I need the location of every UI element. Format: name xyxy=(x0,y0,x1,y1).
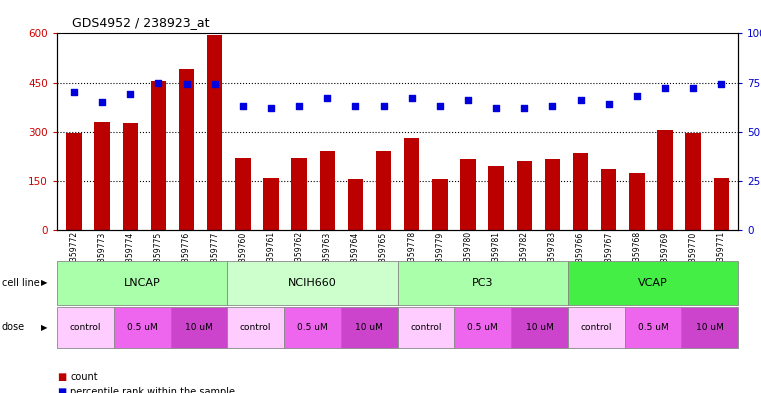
Point xyxy=(321,95,333,101)
Bar xyxy=(517,161,532,230)
Bar xyxy=(320,151,335,230)
Text: cell line: cell line xyxy=(2,278,40,288)
Text: VCAP: VCAP xyxy=(638,278,668,288)
Point xyxy=(293,103,305,109)
Bar xyxy=(376,151,391,230)
Point xyxy=(603,101,615,107)
Point xyxy=(68,89,80,95)
Text: control: control xyxy=(70,323,101,332)
Point xyxy=(96,99,108,105)
Bar xyxy=(123,123,138,230)
Point xyxy=(715,81,728,88)
Text: PC3: PC3 xyxy=(472,278,494,288)
Point xyxy=(434,103,446,109)
Bar xyxy=(179,70,194,230)
Bar xyxy=(432,179,447,230)
Point xyxy=(490,105,502,111)
Point xyxy=(659,85,671,92)
Text: dose: dose xyxy=(2,322,24,332)
Text: NCIH660: NCIH660 xyxy=(288,278,337,288)
Point xyxy=(406,95,418,101)
Point xyxy=(124,91,136,97)
Text: ▶: ▶ xyxy=(41,279,47,287)
Bar xyxy=(489,166,504,230)
Point xyxy=(209,81,221,88)
Text: 0.5 uM: 0.5 uM xyxy=(297,323,328,332)
Bar xyxy=(629,173,645,230)
Text: ■: ■ xyxy=(57,372,66,382)
Bar xyxy=(658,130,673,230)
Bar xyxy=(404,138,419,230)
Text: GDS4952 / 238923_at: GDS4952 / 238923_at xyxy=(72,17,210,29)
Bar xyxy=(545,160,560,230)
Point xyxy=(377,103,390,109)
Text: 0.5 uM: 0.5 uM xyxy=(638,323,668,332)
Text: 0.5 uM: 0.5 uM xyxy=(467,323,498,332)
Bar xyxy=(348,179,363,230)
Text: count: count xyxy=(70,372,97,382)
Bar xyxy=(460,160,476,230)
Text: ▶: ▶ xyxy=(41,323,47,332)
Point xyxy=(687,85,699,92)
Point xyxy=(546,103,559,109)
Text: control: control xyxy=(581,323,612,332)
Text: control: control xyxy=(240,323,272,332)
Point xyxy=(631,93,643,99)
Point xyxy=(575,97,587,103)
Bar xyxy=(207,35,222,230)
Bar xyxy=(94,122,110,230)
Bar xyxy=(263,178,279,230)
Text: 10 uM: 10 uM xyxy=(696,323,724,332)
Text: 10 uM: 10 uM xyxy=(185,323,213,332)
Point xyxy=(180,81,193,88)
Point xyxy=(265,105,277,111)
Bar xyxy=(66,133,81,230)
Point xyxy=(518,105,530,111)
Text: LNCAP: LNCAP xyxy=(124,278,161,288)
Bar xyxy=(601,169,616,230)
Text: percentile rank within the sample: percentile rank within the sample xyxy=(70,387,235,393)
Bar xyxy=(686,133,701,230)
Bar xyxy=(235,158,250,230)
Point xyxy=(462,97,474,103)
Text: ■: ■ xyxy=(57,387,66,393)
Bar xyxy=(291,158,307,230)
Text: 10 uM: 10 uM xyxy=(355,323,384,332)
Text: 0.5 uM: 0.5 uM xyxy=(127,323,158,332)
Point xyxy=(237,103,249,109)
Point xyxy=(349,103,361,109)
Bar xyxy=(573,153,588,230)
Bar xyxy=(151,81,166,230)
Text: 10 uM: 10 uM xyxy=(526,323,553,332)
Point xyxy=(152,79,164,86)
Bar xyxy=(714,178,729,230)
Text: control: control xyxy=(410,323,441,332)
